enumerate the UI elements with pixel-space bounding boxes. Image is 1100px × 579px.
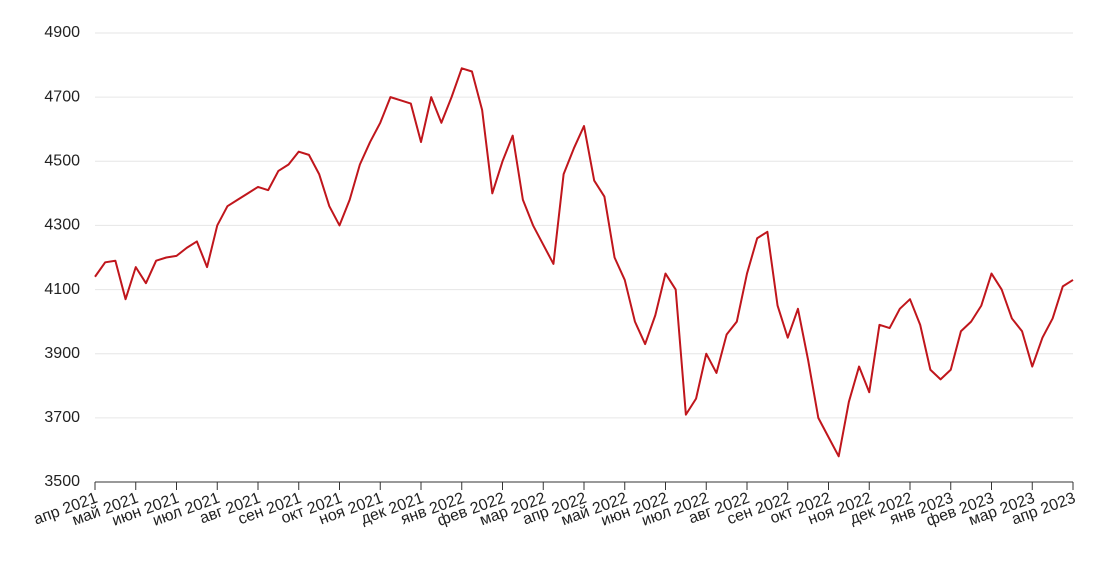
y-tick-label: 4700 (44, 88, 80, 105)
y-tick-label: 4100 (44, 281, 80, 298)
y-tick-label: 4900 (44, 24, 80, 41)
y-tick-label: 3700 (44, 409, 80, 426)
y-tick-label: 3500 (44, 473, 80, 490)
y-tick-label: 3900 (44, 345, 80, 362)
y-tick-label: 4300 (44, 217, 80, 234)
y-tick-label: 4500 (44, 153, 80, 170)
line (94, 67, 1074, 458)
